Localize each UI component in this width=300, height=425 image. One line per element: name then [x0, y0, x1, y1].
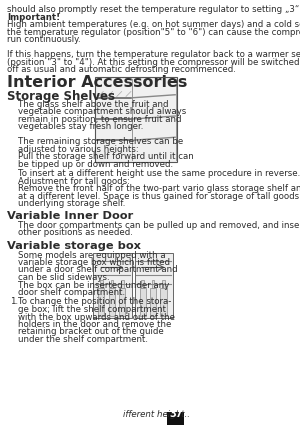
Text: The remaining storage shelves can be: The remaining storage shelves can be: [18, 137, 184, 146]
Bar: [162, 280, 165, 287]
Text: at a different level. Space is thus gained for storage of tall goods on the: at a different level. Space is thus gain…: [18, 192, 300, 201]
Bar: [98, 287, 104, 315]
Text: other positions as needed.: other positions as needed.: [18, 228, 133, 237]
Text: To insert at a different height use the same procedure in reverse.: To insert at a different height use the …: [18, 169, 300, 178]
Bar: [152, 280, 154, 287]
Bar: [95, 76, 177, 162]
Text: If this happens, turn the temperature regulator back to a warmer setting: If this happens, turn the temperature re…: [8, 50, 300, 59]
Text: variable storage box which is fitted: variable storage box which is fitted: [18, 258, 170, 267]
Text: Storage Shelves: Storage Shelves: [8, 90, 116, 102]
Text: Adjustment for tall goods:: Adjustment for tall goods:: [18, 176, 130, 185]
Bar: [111, 280, 113, 287]
Text: The box can be inserted under any: The box can be inserted under any: [18, 280, 170, 289]
Text: vegetable compartment should always: vegetable compartment should always: [18, 107, 187, 116]
Text: ge box; lift the shelf compartment: ge box; lift the shelf compartment: [18, 305, 167, 314]
Bar: [167, 412, 184, 425]
Text: remain in position, to ensure fruit and: remain in position, to ensure fruit and: [18, 114, 182, 124]
Text: be tipped up or down and removed.: be tipped up or down and removed.: [18, 159, 174, 168]
Text: retaining bracket out of the guide: retaining bracket out of the guide: [18, 328, 164, 337]
Text: the temperature regulator (position"5" to "6") can cause the compressor to: the temperature regulator (position"5" t…: [8, 28, 300, 37]
Text: The glass shelf above the fruit and: The glass shelf above the fruit and: [18, 99, 169, 108]
Text: adjusted to various heights:: adjusted to various heights:: [18, 144, 139, 153]
Text: under the shelf compartment.: under the shelf compartment.: [18, 335, 148, 344]
Text: door shelf compartment.: door shelf compartment.: [18, 288, 126, 297]
Text: 37: 37: [169, 409, 182, 419]
Bar: [135, 252, 173, 317]
Text: can be slid sideways.: can be slid sideways.: [18, 273, 110, 282]
Text: run continuously.: run continuously.: [8, 35, 81, 44]
Text: ifferent height..: ifferent height..: [123, 410, 190, 419]
Text: Variable storage box: Variable storage box: [8, 241, 141, 250]
Text: Variable Inner Door: Variable Inner Door: [8, 210, 134, 221]
Bar: [100, 280, 103, 287]
Text: To change the position of the stora-: To change the position of the stora-: [18, 298, 172, 306]
Text: vegetables stay fresh longer.: vegetables stay fresh longer.: [18, 122, 144, 131]
Bar: [141, 280, 144, 287]
Text: 1.: 1.: [10, 298, 18, 306]
Bar: [119, 287, 125, 315]
Text: Pull the storage shelf forward until it can: Pull the storage shelf forward until it …: [18, 152, 194, 161]
Bar: [140, 287, 146, 315]
Bar: [109, 287, 115, 315]
Text: underlying storage shelf.: underlying storage shelf.: [18, 199, 126, 208]
Text: Remove the front half of the two-part vario glass storage shelf and insert it: Remove the front half of the two-part va…: [18, 184, 300, 193]
Text: Some models are equipped with a: Some models are equipped with a: [18, 250, 166, 260]
Text: should also promptly reset the temperature regulator to setting „3“ or „4“.: should also promptly reset the temperatu…: [8, 5, 300, 14]
Text: Interior Accessories: Interior Accessories: [8, 74, 188, 90]
Text: High ambient temperatures (e.g. on hot summer days) and a cold setting on: High ambient temperatures (e.g. on hot s…: [8, 20, 300, 29]
Bar: [150, 287, 156, 315]
Bar: [93, 252, 131, 317]
Bar: [160, 287, 166, 315]
Text: The door compartments can be pulled up and removed, and inserted at: The door compartments can be pulled up a…: [18, 221, 300, 230]
Bar: [121, 280, 124, 287]
Text: off as usual and automatic defrosting recommenced.: off as usual and automatic defrosting re…: [8, 65, 236, 74]
Text: (position "3" to "4"). At this setting the compressor will be switched on and: (position "3" to "4"). At this setting t…: [8, 57, 300, 66]
Text: Important!: Important!: [8, 12, 61, 22]
Text: holders in the door and remove the: holders in the door and remove the: [18, 320, 172, 329]
Text: with the box upwards and out of the: with the box upwards and out of the: [18, 312, 176, 321]
Text: under a door shelf compartment and: under a door shelf compartment and: [18, 266, 178, 275]
